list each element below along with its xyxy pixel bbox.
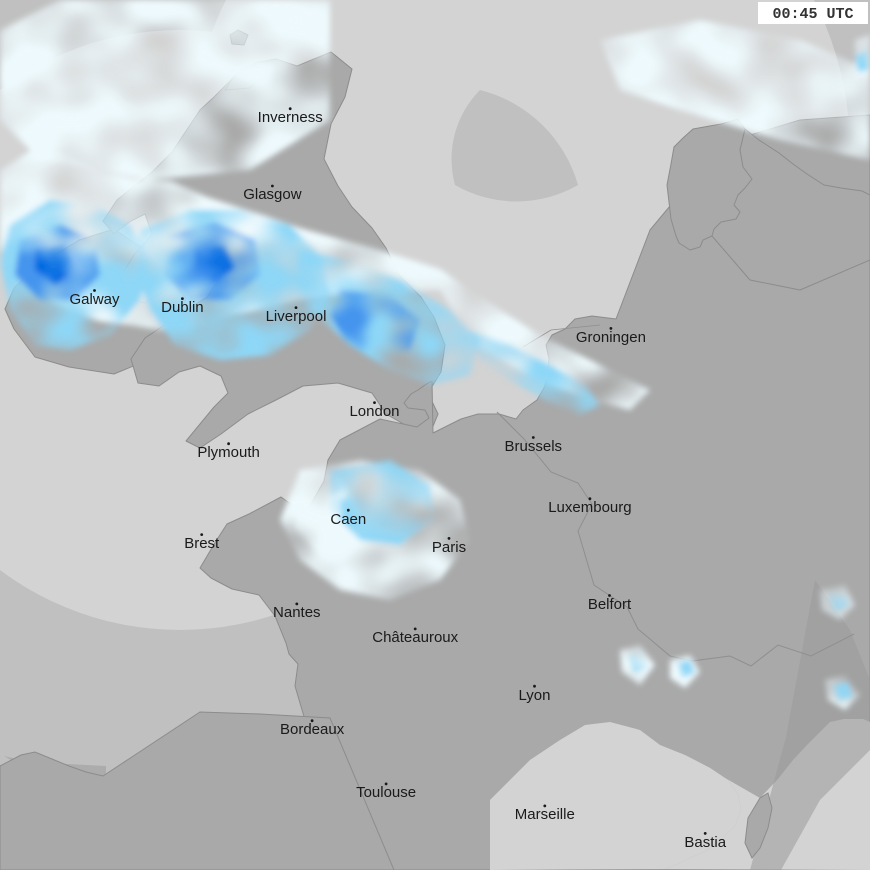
svg-text:Inverness: Inverness [258, 109, 323, 126]
svg-text:Brussels: Brussels [505, 438, 563, 455]
svg-text:Châteauroux: Châteauroux [372, 629, 458, 646]
svg-text:Liverpool: Liverpool [266, 308, 327, 325]
svg-text:Caen: Caen [330, 511, 366, 528]
svg-text:Marseille: Marseille [515, 806, 575, 823]
svg-text:Paris: Paris [432, 539, 466, 556]
svg-text:Groningen: Groningen [576, 329, 646, 346]
svg-text:Glasgow: Glasgow [243, 186, 302, 203]
svg-text:Lyon: Lyon [519, 687, 551, 704]
svg-text:Luxembourg: Luxembourg [548, 499, 631, 516]
svg-text:00:45 UTC: 00:45 UTC [772, 6, 853, 23]
svg-text:Bordeaux: Bordeaux [280, 721, 345, 738]
svg-text:Galway: Galway [69, 291, 120, 308]
svg-text:Plymouth: Plymouth [197, 444, 260, 461]
svg-text:Dublin: Dublin [161, 299, 204, 316]
svg-text:Brest: Brest [184, 535, 220, 552]
svg-text:Belfort: Belfort [588, 596, 632, 613]
svg-text:Toulouse: Toulouse [356, 784, 416, 801]
svg-text:London: London [349, 403, 399, 420]
svg-text:Nantes: Nantes [273, 604, 321, 621]
svg-text:Bastia: Bastia [684, 834, 726, 851]
